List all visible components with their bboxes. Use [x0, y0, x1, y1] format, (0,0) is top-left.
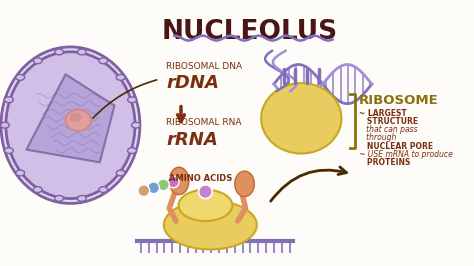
Ellipse shape [116, 170, 125, 176]
Text: NUCLEOLUS: NUCLEOLUS [161, 19, 337, 44]
Text: RIBOSOMAL DNA: RIBOSOMAL DNA [166, 62, 242, 70]
Text: RIBOSOME: RIBOSOME [359, 94, 439, 107]
Circle shape [148, 182, 159, 194]
Ellipse shape [4, 148, 13, 153]
Text: that can pass: that can pass [359, 125, 418, 134]
Text: rRNA: rRNA [166, 131, 218, 149]
Ellipse shape [132, 122, 140, 128]
Text: PROTEINS: PROTEINS [359, 159, 410, 167]
Ellipse shape [261, 83, 341, 153]
Ellipse shape [70, 113, 81, 122]
Ellipse shape [33, 187, 42, 193]
Circle shape [157, 179, 169, 191]
Ellipse shape [33, 58, 42, 64]
Circle shape [138, 185, 150, 197]
Ellipse shape [179, 190, 232, 221]
Ellipse shape [16, 74, 25, 80]
Text: STRUCTURE: STRUCTURE [359, 117, 418, 126]
Ellipse shape [235, 171, 255, 197]
Ellipse shape [99, 58, 108, 64]
Ellipse shape [0, 122, 9, 128]
Ellipse shape [169, 167, 189, 195]
Text: ~ LARGEST: ~ LARGEST [359, 109, 407, 118]
Ellipse shape [16, 170, 25, 176]
Ellipse shape [164, 201, 257, 250]
Ellipse shape [4, 97, 13, 103]
Ellipse shape [77, 49, 86, 55]
Ellipse shape [128, 148, 137, 153]
Text: through: through [359, 134, 396, 143]
Text: AMINO ACIDS: AMINO ACIDS [169, 174, 232, 183]
Ellipse shape [99, 187, 108, 193]
Ellipse shape [1, 47, 140, 203]
Circle shape [167, 176, 179, 188]
Ellipse shape [55, 49, 64, 55]
Text: RIBOSOMAL RNA: RIBOSOMAL RNA [166, 118, 242, 127]
Text: rDNA: rDNA [166, 74, 219, 92]
Text: NUCLEAR PORE: NUCLEAR PORE [359, 142, 433, 151]
Ellipse shape [65, 110, 91, 131]
Ellipse shape [128, 97, 137, 103]
Text: ~ USE mRNA to produce: ~ USE mRNA to produce [359, 150, 453, 159]
Polygon shape [27, 74, 114, 162]
Ellipse shape [77, 196, 86, 201]
Circle shape [199, 185, 212, 198]
Ellipse shape [116, 74, 125, 80]
Ellipse shape [6, 52, 135, 198]
Ellipse shape [55, 196, 64, 201]
